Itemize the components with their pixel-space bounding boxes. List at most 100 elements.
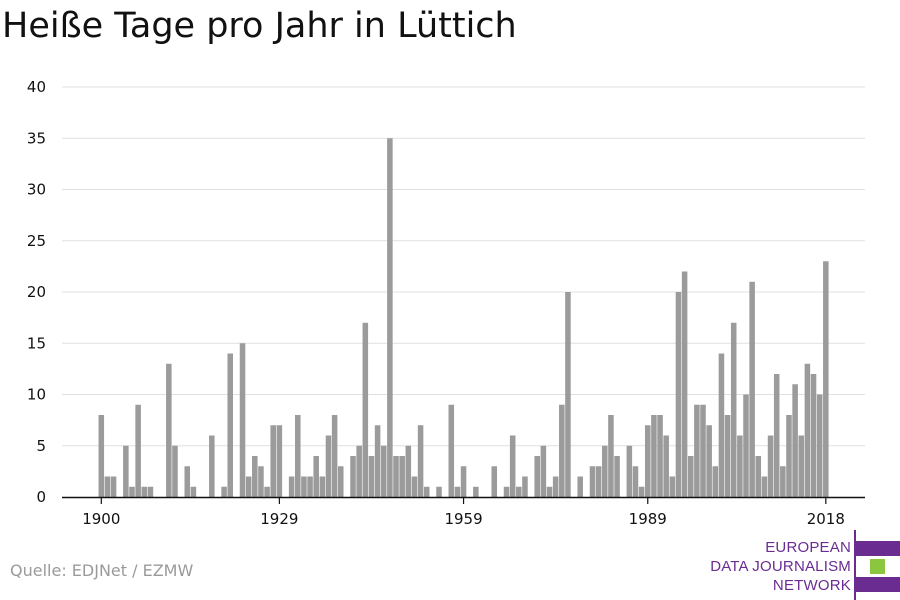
y-tick-label: 25 — [27, 232, 46, 250]
bar-2014 — [798, 435, 805, 497]
bar-1904 — [123, 445, 129, 497]
bar-1945 — [374, 425, 381, 497]
bar-1951 — [411, 476, 418, 497]
bar-1989 — [644, 425, 651, 497]
bar-1939 — [337, 466, 344, 497]
source-note: Quelle: EDJNet / EZMW — [10, 561, 194, 580]
bar-1912 — [172, 445, 178, 497]
bars — [98, 138, 829, 497]
bar-1943 — [362, 322, 369, 497]
bar-1946 — [380, 445, 387, 497]
bar-2016 — [810, 374, 817, 497]
bar-1950 — [405, 445, 412, 497]
bar-1937 — [325, 435, 332, 497]
bar-1999 — [706, 425, 712, 497]
axes: 0 5 10 15 20 25 30 35 40 1900 1929 1959 1989 2018 — [27, 78, 865, 528]
y-tick-label: 0 — [36, 488, 46, 506]
bar-1975 — [559, 404, 565, 497]
bar-1988 — [638, 486, 645, 497]
bar-1948 — [393, 456, 399, 497]
bar-1994 — [675, 292, 682, 497]
bar-2015 — [804, 363, 811, 497]
bar-1927 — [264, 486, 270, 497]
bar-2005 — [743, 394, 749, 497]
bar-1949 — [399, 456, 405, 497]
bar-1969 — [522, 476, 528, 497]
chart-title: Heiße Tage pro Jahr in Lüttich — [2, 6, 517, 46]
bar-2011 — [780, 466, 786, 497]
bar-1936 — [319, 476, 326, 497]
bar-1955 — [436, 486, 442, 497]
x-tick-label: 1900 — [82, 510, 120, 528]
logo-line-network: NETWORK — [772, 577, 851, 594]
bar-1934 — [307, 476, 313, 497]
bar-1929 — [276, 425, 283, 497]
x-tick-label: 1929 — [260, 510, 298, 528]
bar-1908 — [147, 486, 154, 497]
bar-1967 — [509, 435, 516, 497]
bar-1925 — [252, 456, 258, 497]
gridlines — [62, 86, 865, 447]
bar-2017 — [816, 394, 823, 497]
y-tick-label: 5 — [36, 437, 46, 455]
bar-1984 — [614, 456, 620, 497]
bar-1933 — [301, 476, 307, 497]
y-tick-label: 40 — [27, 78, 46, 96]
bar-2000 — [712, 466, 719, 497]
bar-1905 — [129, 486, 135, 497]
bar-1996 — [687, 456, 694, 497]
bar-1966 — [503, 486, 510, 497]
logo-separator — [854, 530, 856, 600]
bar-1978 — [577, 476, 583, 497]
bar-1958 — [454, 486, 461, 497]
y-tick-label: 35 — [27, 129, 46, 147]
bar-1906 — [135, 404, 141, 497]
bar-1914 — [184, 466, 191, 497]
bar-1961 — [473, 486, 479, 497]
bar-1932 — [295, 415, 301, 497]
bar-1928 — [270, 425, 276, 497]
bar-1901 — [104, 476, 111, 497]
bar-1926 — [258, 466, 264, 497]
bar-1942 — [356, 445, 362, 497]
bar-1900 — [98, 415, 105, 497]
bar-1902 — [110, 476, 117, 497]
bar-2008 — [761, 476, 768, 497]
bar-1981 — [595, 466, 602, 497]
bar-1931 — [288, 476, 295, 497]
bar-1938 — [331, 415, 338, 497]
bar-1944 — [368, 456, 375, 497]
x-tick-label: 1959 — [444, 510, 482, 528]
x-tick-label: 2018 — [807, 510, 845, 528]
bar-1923 — [239, 343, 246, 497]
bar-1995 — [681, 271, 688, 497]
bar-1991 — [657, 415, 663, 497]
logo-bar-middle — [870, 559, 885, 574]
bar-2001 — [718, 353, 725, 497]
edjnet-logo[interactable]: EUROPEAN DATA JOURNALISM NETWORK — [700, 530, 900, 600]
logo-bar-top — [856, 541, 900, 556]
bar-1987 — [632, 466, 639, 497]
bar-1921 — [227, 353, 234, 497]
bar-2007 — [755, 456, 762, 497]
bar-2013 — [792, 384, 798, 497]
bar-2009 — [767, 435, 774, 497]
bar-1947 — [387, 138, 393, 497]
bar-1993 — [669, 476, 676, 497]
y-tick-label: 15 — [27, 334, 46, 352]
bar-1992 — [663, 435, 669, 497]
bar-1968 — [516, 486, 522, 497]
logo-line-data-journalism: DATA JOURNALISM — [710, 558, 851, 575]
bar-1973 — [546, 486, 553, 497]
logo-line-european: EUROPEAN — [765, 539, 851, 556]
bar-2010 — [773, 374, 780, 497]
logo-bar-bottom — [856, 577, 900, 592]
y-tick-label: 30 — [27, 181, 46, 199]
bar-2006 — [749, 281, 755, 497]
bar-1915 — [190, 486, 197, 497]
bar-1982 — [602, 445, 608, 497]
bar-1986 — [626, 445, 633, 497]
bar-2002 — [724, 415, 731, 497]
bar-1907 — [141, 486, 148, 497]
